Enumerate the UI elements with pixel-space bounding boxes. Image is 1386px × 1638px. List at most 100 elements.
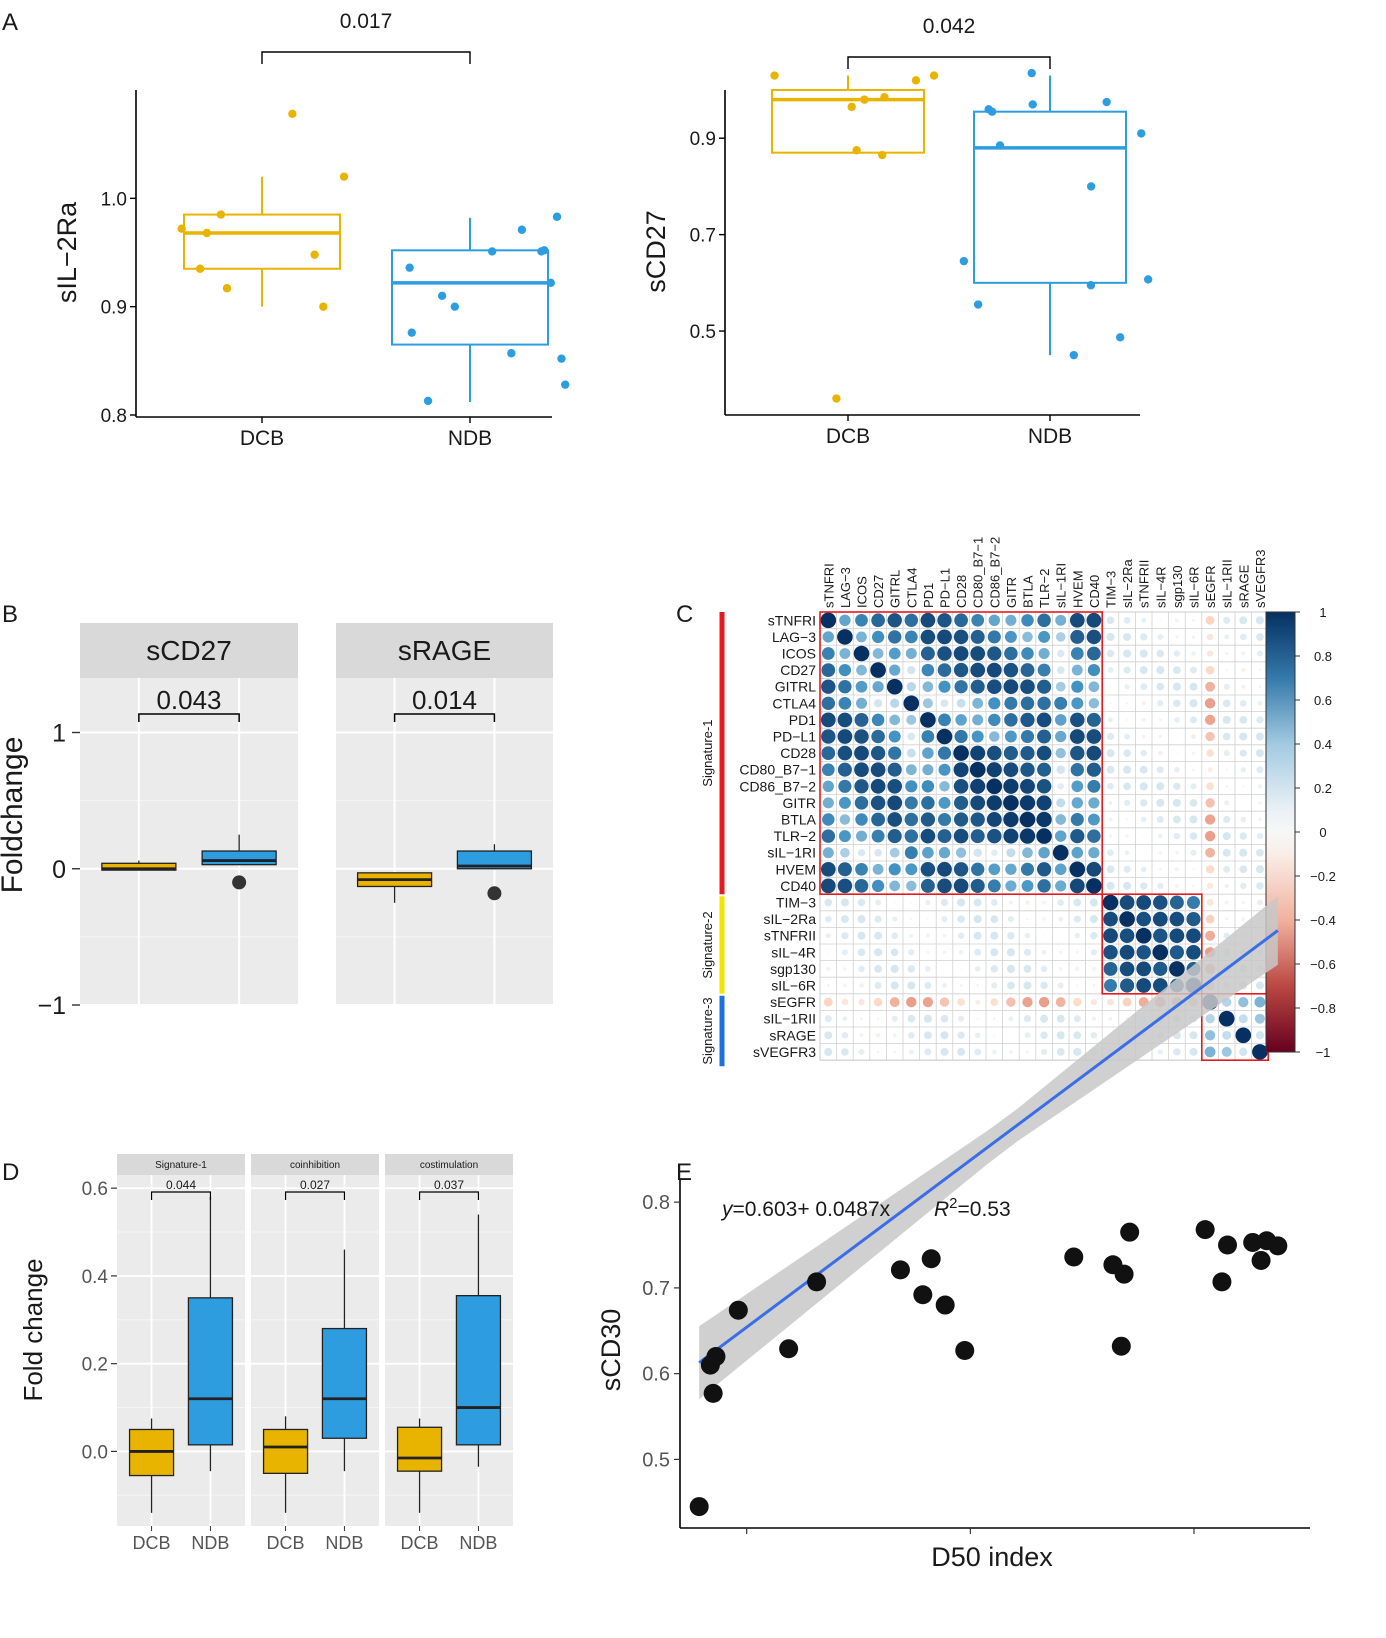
correlation-cell [1055, 614, 1067, 626]
data-point [202, 228, 212, 238]
correlation-cell [1056, 798, 1066, 808]
correlation-cell [1255, 749, 1264, 758]
correlation-cell [1020, 778, 1035, 794]
y-tick-label: 0.0 [82, 1442, 108, 1463]
data-point [689, 1497, 709, 1517]
correlation-cell [904, 812, 919, 827]
correlation-cell [1141, 617, 1147, 623]
correlation-cell [855, 613, 868, 627]
data-point [552, 212, 562, 221]
column-label: sIL−2Ra [1120, 558, 1135, 608]
correlation-cell [1088, 698, 1100, 709]
correlation-cell [1102, 894, 1119, 911]
correlation-cell [1003, 795, 1019, 811]
correlation-cell [903, 695, 920, 712]
correlation-cell [1069, 612, 1085, 628]
correlation-cell [937, 861, 952, 877]
correlation-cell [1139, 666, 1148, 675]
y-tick-label: 0.9 [690, 129, 716, 150]
correlation-cell [940, 699, 949, 708]
correlation-cell [838, 779, 852, 793]
correlation-cell [970, 795, 986, 811]
correlation-cell [1235, 1027, 1252, 1044]
correlation-cell [1003, 662, 1019, 678]
correlation-cell [1225, 784, 1229, 788]
correlation-cell [1139, 882, 1148, 890]
correlation-cell [891, 1015, 898, 1022]
correlation-cell [859, 1033, 864, 1038]
correlation-cell [839, 648, 851, 659]
correlation-cell [1169, 895, 1184, 910]
correlation-cell [1036, 712, 1052, 728]
correlation-cell [1004, 646, 1018, 661]
correlation-cell [822, 813, 835, 826]
correlation-cell [989, 731, 1000, 742]
panel-a-box-scd27: 0.5 0.7 0.9 sCD27 DCB NDB 0.042 [641, 15, 1153, 448]
correlation-cell [1139, 782, 1148, 791]
correlation-cell [876, 1050, 880, 1054]
correlation-cell [1156, 649, 1165, 658]
correlation-cell [1175, 635, 1179, 639]
correlation-cell [1106, 749, 1115, 758]
correlation-cell [990, 915, 999, 923]
correlation-cell [940, 1014, 949, 1023]
correlation-cell [1125, 834, 1129, 838]
p-value-label: 0.042 [923, 15, 976, 38]
y-tick-label: −1 [37, 992, 66, 1020]
correlation-cell [889, 714, 901, 726]
correlation-cell [1157, 882, 1164, 890]
panel-b-foldchange: sCD27 0.043 sRAGE 0.014 −1 0 1 Foldchange [0, 623, 553, 1020]
correlation-cell [938, 847, 951, 859]
correlation-cell [1256, 650, 1263, 657]
correlation-cell [875, 1033, 881, 1038]
correlation-cell [953, 778, 969, 794]
y-tick-label: 0.5 [642, 1449, 670, 1471]
correlation-cell [1123, 749, 1131, 757]
correlation-cell [837, 745, 853, 761]
correlation-cell [1152, 944, 1169, 961]
correlation-cell [874, 948, 883, 957]
correlation-cell [857, 915, 866, 924]
correlation-cell [823, 997, 833, 1007]
correlation-cell [837, 729, 853, 744]
correlation-cell [890, 948, 899, 957]
correlation-cell [838, 830, 851, 843]
data-point [987, 107, 997, 116]
correlation-cell [959, 983, 963, 988]
correlation-cell [1025, 1050, 1030, 1054]
row-label: sIL−4R [771, 944, 816, 960]
correlation-cell [889, 847, 900, 858]
correlation-cell [1108, 834, 1113, 838]
correlation-cell [872, 648, 884, 659]
significance-bracket [138, 713, 240, 722]
correlation-cell [969, 761, 986, 778]
correlation-cell [1073, 1047, 1082, 1056]
row-label: sRAGE [769, 1027, 816, 1043]
correlation-cell [1140, 866, 1147, 873]
correlation-cell [1255, 616, 1264, 625]
correlation-cell [940, 898, 949, 907]
row-label: PD−L1 [773, 729, 816, 745]
correlation-cell [905, 780, 918, 793]
correlation-cell [1173, 1048, 1181, 1056]
correlation-cell [973, 915, 982, 924]
correlation-cell [1207, 767, 1213, 773]
correlation-cell [937, 878, 952, 894]
correlation-cell [1003, 746, 1018, 761]
correlation-cell [1158, 867, 1162, 871]
correlation-cell [907, 1031, 915, 1039]
correlation-cell [990, 948, 999, 957]
correlation-cell [1056, 649, 1065, 658]
panel-d-foldchange: Signature-1 0.044 DCB NDB coinhibition 0.027 D… [18, 1154, 513, 1553]
correlation-cell [970, 679, 985, 694]
correlation-cell [1252, 1044, 1268, 1060]
correlation-cell [1056, 1014, 1065, 1023]
row-label: LAG−3 [772, 629, 816, 645]
correlation-cell [1071, 680, 1084, 693]
correlation-cell [859, 1017, 864, 1021]
correlation-cell [1189, 832, 1198, 840]
correlation-cell [825, 933, 831, 939]
correlation-cell [1019, 795, 1036, 811]
correlation-cell [821, 763, 835, 777]
data-point [880, 93, 889, 102]
